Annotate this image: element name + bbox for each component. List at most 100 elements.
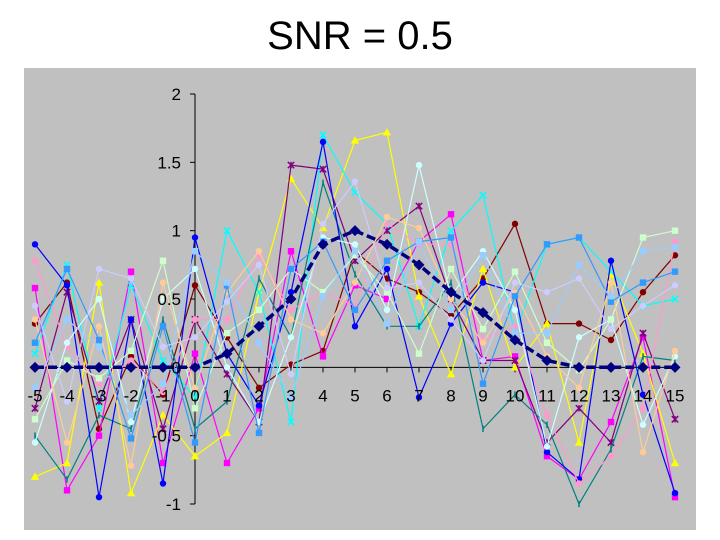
series-line-9 [31, 161, 679, 450]
data-point-marker [383, 257, 391, 264]
data-point-marker [639, 234, 647, 241]
data-point-marker [446, 369, 456, 378]
data-point-marker [607, 336, 615, 344]
x-tick-label: 9 [478, 386, 487, 405]
data-point-marker [159, 257, 167, 264]
data-point-marker [126, 488, 136, 497]
marker-stroke [319, 131, 327, 139]
data-point-marker [63, 265, 71, 273]
x-tick-label: 5 [350, 386, 359, 405]
plot-area [24, 68, 696, 530]
data-point-marker [287, 394, 295, 401]
data-point-marker [255, 429, 263, 437]
data-point-marker [447, 306, 455, 314]
data-point-marker [575, 404, 583, 413]
marker-stroke [223, 226, 231, 235]
data-point-marker [639, 279, 647, 286]
data-point-marker [574, 438, 584, 446]
data-point-marker [191, 234, 199, 241]
data-point-marker [415, 161, 423, 169]
data-point-marker [383, 220, 391, 228]
data-point-marker [575, 275, 583, 282]
data-point-marker [479, 339, 487, 346]
marker-stroke [159, 356, 167, 365]
data-point-marker [319, 138, 327, 146]
data-point-marker [351, 178, 359, 185]
data-point-marker [447, 295, 455, 303]
data-point-marker [381, 238, 393, 250]
data-point-marker [191, 334, 199, 341]
data-point-marker [95, 336, 103, 344]
data-point-marker [31, 404, 39, 413]
data-point-marker [447, 234, 455, 241]
x-tick-label: -1 [155, 386, 170, 405]
data-point-marker [607, 325, 615, 333]
data-point-marker [31, 439, 39, 446]
y-tick-label: 0.5 [157, 290, 181, 309]
data-point-marker [671, 489, 679, 497]
x-tick-label: 7 [414, 386, 423, 405]
data-point-marker [543, 411, 551, 419]
data-point-marker [189, 361, 201, 373]
data-point-marker [31, 384, 39, 392]
data-point-marker [479, 357, 487, 364]
data-point-marker [415, 224, 423, 232]
data-point-marker [159, 343, 167, 351]
data-point-marker [383, 213, 391, 221]
chart-svg: 21.510.50-0.5-1-5 -4 -3 -2 -1 0 1 2 3 4 5 6 7 8 9 10 11 1… [24, 68, 696, 530]
data-point-marker [255, 261, 263, 269]
data-point-marker [157, 361, 169, 373]
x-tick-label: 6 [382, 386, 391, 405]
data-point-marker [95, 343, 103, 351]
data-point-marker [477, 307, 489, 319]
data-point-marker [31, 257, 39, 264]
data-point-marker [510, 363, 520, 371]
data-point-marker [127, 275, 135, 282]
data-point-marker [607, 257, 615, 264]
data-point-marker [191, 350, 199, 357]
data-point-marker [31, 284, 39, 292]
data-point-marker [639, 334, 647, 341]
data-point-marker [93, 361, 105, 373]
data-point-marker [511, 356, 519, 365]
data-point-marker [253, 320, 265, 332]
data-point-marker [125, 361, 137, 373]
data-point-marker [575, 480, 583, 487]
data-point-marker [127, 268, 135, 275]
data-point-marker [637, 361, 649, 373]
data-point-marker [127, 418, 135, 426]
data-point-marker [575, 384, 583, 392]
data-point-marker [127, 411, 135, 419]
data-point-marker [31, 302, 39, 310]
data-point-marker [63, 282, 71, 289]
marker-stroke [255, 288, 263, 296]
data-point-marker [319, 353, 327, 360]
data-point-marker [63, 439, 71, 446]
data-point-marker [287, 161, 295, 169]
data-point-marker [350, 136, 360, 144]
data-point-marker [511, 279, 519, 286]
data-point-marker [95, 265, 103, 273]
data-point-marker [509, 334, 521, 346]
data-point-marker [349, 225, 361, 237]
data-point-marker [221, 348, 233, 360]
marker-stroke [95, 404, 103, 413]
data-point-marker [63, 487, 71, 494]
data-point-marker [639, 448, 647, 456]
data-point-marker [159, 459, 167, 467]
marker-stroke [447, 226, 455, 235]
data-point-marker [415, 202, 423, 210]
x-tick-label: -3 [91, 386, 106, 405]
data-point-marker [31, 349, 39, 358]
data-point-marker [607, 293, 615, 300]
data-point-marker [511, 220, 519, 228]
data-point-marker [575, 334, 583, 341]
data-point-marker [31, 241, 39, 248]
marker-stroke [671, 295, 679, 303]
data-point-marker [542, 319, 552, 327]
data-point-marker [447, 226, 455, 235]
data-point-marker [95, 323, 103, 330]
data-point-marker [383, 288, 391, 296]
data-point-marker [607, 452, 615, 460]
data-point-marker [543, 339, 551, 346]
